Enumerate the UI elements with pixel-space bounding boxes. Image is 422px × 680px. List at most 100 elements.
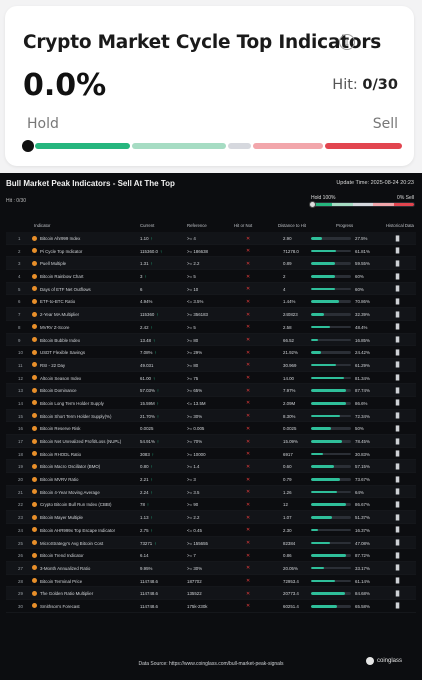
historical-chart-icon[interactable]: ▐▌ (394, 413, 402, 420)
current-value: 3 ↑ (140, 274, 147, 280)
historical-chart-icon[interactable]: ▐▌ (394, 489, 402, 496)
table-row[interactable]: 5 Days of ETF Net Outflows 6 >= 10 ✕ 4 60% ▐▌ (6, 282, 416, 296)
gauge-indicator-dot (22, 140, 34, 152)
indicator-name: Bitcoin Rainbow Chart (40, 274, 84, 280)
trend-up-icon: ↑ (156, 388, 160, 394)
table-row[interactable]: 29 The Golden Ratio Multiplier 114748.6 135… (6, 587, 416, 600)
indicator-icon (32, 489, 37, 495)
trend-up-icon: ↑ (150, 477, 153, 483)
historical-chart-icon[interactable]: ▐▌ (394, 603, 402, 610)
table-row[interactable]: 21 Bitcoin 4-Year Moving Average 2.24 ↑ >= 3… (6, 485, 416, 499)
reference-value: >= 0.005 (187, 426, 205, 432)
historical-chart-icon[interactable]: ▐▌ (394, 425, 402, 432)
row-number: 13 (18, 388, 23, 394)
table-row[interactable]: 23 Bitcoin Mayer Multiple 1.13 ↑ >= 2.2 ✕ 1.07… (6, 511, 416, 524)
progress-fill (311, 325, 331, 329)
indicator-name: Crypto Bitcoin Bull Run Index (CBBI) (40, 502, 112, 508)
table-row[interactable]: 4 Bitcoin Rainbow Chart 3 ↑ >= 5 ✕ 2 60% ▐▌ (6, 270, 416, 283)
reference-value: >= 80 (187, 362, 199, 368)
table-row[interactable]: 2 Pi Cycle Top Indicator 115360.0 ↑ >= 18663… (6, 245, 416, 258)
historical-chart-icon[interactable]: ▐▌ (394, 565, 402, 572)
historical-chart-icon[interactable]: ▐▌ (394, 400, 402, 407)
table-row[interactable]: 20 Bitcoin MVRV Ratio 2.21 ↑ >= 3 ✕ 0.79 73.67%… (6, 473, 416, 486)
table-row[interactable]: 16 Bitcoin Reserve Risk 0.0025 >= 0.005 ✕ 0.0… (6, 422, 416, 435)
info-icon[interactable]: i (339, 34, 355, 50)
table-row[interactable]: 12 Altcoin Season Index 61.00 ↑ >= 75 ✕ 14.00 8… (6, 372, 416, 385)
table-row[interactable]: 19 Bitcoin Macro Oscillator (BMO) 0.80 ↑ >= … (6, 460, 416, 474)
distance-to-hit: 2 (283, 274, 286, 280)
indicator-icon (32, 463, 37, 469)
progress-bar (311, 376, 351, 380)
historical-chart-icon[interactable]: ▐▌ (394, 311, 402, 318)
historical-chart-icon[interactable]: ▐▌ (394, 527, 402, 534)
table-row[interactable]: 6 ETF-to-BTC Ratio 4.94% <= 3.5% ✕ 1.44% 70.86… (6, 295, 416, 309)
row-number: 5 (18, 286, 21, 292)
table-row[interactable]: 8 MVRV Z-Score 2.42 ↑ >= 5 ✕ 2.58 48.4% ▐▌ (6, 321, 416, 334)
progress-bar (311, 579, 351, 583)
progress-fill (311, 579, 336, 583)
table-row[interactable]: 18 Bitcoin RHODL Ratio 3083 ↑ >= 10000 ✕ 6917 3… (6, 448, 416, 461)
table-row[interactable]: 28 Bitcoin Terminal Price 114748.6 187702 ✕ 7… (6, 575, 416, 588)
table-row[interactable]: 13 Bitcoin Dominance 57.03% ↑ >= 65% ✕ 7.97% 87… (6, 384, 416, 397)
historical-chart-icon[interactable]: ▐▌ (394, 349, 402, 356)
table-row[interactable]: 10 USDT Flexible Savings 7.08% ↑ >= 29% ✕ 21.9… (6, 346, 416, 359)
historical-chart-icon[interactable]: ▐▌ (394, 578, 402, 585)
historical-chart-icon[interactable]: ▐▌ (394, 476, 402, 483)
historical-chart-icon[interactable]: ▐▌ (394, 375, 402, 382)
indicator-icon (32, 324, 37, 330)
table-row[interactable]: 9 Bitcoin Bubble Index 13.48 ↑ >= 80 ✕ 66.52 16… (6, 333, 416, 347)
historical-chart-icon[interactable]: ▐▌ (394, 451, 402, 458)
historical-chart-icon[interactable]: ▐▌ (394, 463, 402, 470)
historical-chart-icon[interactable]: ▐▌ (394, 235, 402, 242)
indicator-icon (32, 248, 37, 254)
table-row[interactable]: 11 RSI - 22 Day 49.031 >= 80 ✕ 30.969 61.29% ▐▌ (6, 358, 416, 372)
distance-to-hit: 7.97% (283, 388, 296, 394)
table-row[interactable]: 30 Smithson's Forecast 114748.6 175k-230k ✕ 6… (6, 600, 416, 613)
table-row[interactable]: 17 Bitcoin Net Unrealized Profit/Loss (NU… (6, 435, 416, 448)
progress-fill (311, 566, 325, 570)
historical-chart-icon[interactable]: ▐▌ (394, 298, 402, 305)
table-row[interactable]: 25 MicroStrategy's Avg Bitcoin Cost 73271 ↑… (6, 536, 416, 550)
historical-chart-icon[interactable]: ▐▌ (394, 501, 402, 508)
historical-chart-icon[interactable]: ▐▌ (394, 324, 402, 331)
table-row[interactable]: 22 Crypto Bitcoin Bull Run Index (CBBI) 78… (6, 498, 416, 512)
historical-chart-icon[interactable]: ▐▌ (394, 438, 402, 445)
progress-fill (311, 363, 336, 367)
indicator-icon (32, 540, 37, 545)
indicator-name: Bitcoin Bubble Index (40, 337, 81, 343)
indicator-icon (32, 273, 37, 279)
indicator-name: Bitcoin Macro Oscillator (BMO) (40, 464, 101, 470)
historical-chart-icon[interactable]: ▐▌ (394, 286, 402, 293)
historical-chart-icon[interactable]: ▐▌ (394, 552, 402, 559)
historical-chart-icon[interactable]: ▐▌ (394, 362, 402, 369)
historical-chart-icon[interactable]: ▐▌ (394, 248, 402, 255)
table-row[interactable]: 27 3-Month Annualized Ratio 9.95% >= 30% ✕ 20… (6, 561, 416, 575)
coinglass-logo: coinglass (365, 657, 402, 665)
table-row[interactable]: 26 Bitcoin Trend Indicator 6.14 >= 7 ✕ 0.86 87… (6, 549, 416, 562)
historical-chart-icon[interactable]: ▐▌ (394, 514, 402, 521)
column-header: Indicator (34, 223, 51, 228)
progress-fill (311, 478, 341, 481)
trend-up-icon: ↑ (156, 439, 160, 444)
table-row[interactable]: 1 Bitcoin Ahr999 Index 1.10 ↑ >= 4 ✕ 2.90 27.5%… (6, 232, 416, 245)
historical-chart-icon[interactable]: ▐▌ (394, 260, 402, 267)
indicator-name: Puell Multiple (40, 261, 67, 267)
historical-chart-icon[interactable]: ▐▌ (394, 337, 402, 343)
table-row[interactable]: 7 2-Year MA Multiplier 115360 ↑ >= 356183 ✕ 24… (6, 308, 416, 321)
row-number: 20 (18, 477, 23, 483)
table-row[interactable]: 14 Bitcoin Long Term Holder Supply 15.59M ↑… (6, 397, 416, 410)
historical-chart-icon[interactable]: ▐▌ (394, 540, 402, 546)
historical-chart-icon[interactable]: ▐▌ (394, 590, 402, 597)
row-number: 2 (18, 248, 21, 254)
progress-fill (311, 427, 331, 430)
indicator-name: Bitcoin AHR999x Top Escape Indicator (40, 527, 116, 533)
table-row[interactable]: 3 Puell Multiple 1.31 ↑ >= 2.2 ✕ 0.89 59.55% ▐▌ (6, 257, 416, 271)
not-hit-icon: ✕ (246, 501, 251, 508)
table-row[interactable]: 24 Bitcoin AHR999x Top Escape Indicator 2.… (6, 524, 416, 537)
sell-label: Sell (372, 116, 398, 132)
progress-percent: 65.58% (355, 603, 370, 609)
historical-chart-icon[interactable]: ▐▌ (394, 273, 402, 280)
table-row[interactable]: 15 Bitcoin Short Term Holder Supply(%) 21.… (6, 409, 416, 423)
historical-chart-icon[interactable]: ▐▌ (394, 387, 402, 394)
row-number: 17 (18, 439, 23, 444)
